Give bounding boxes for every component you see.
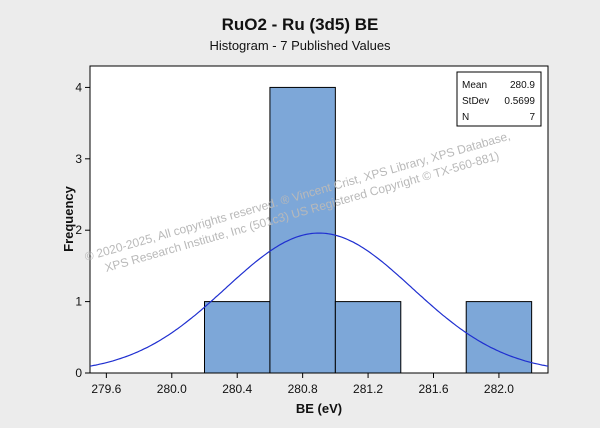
normal-fit-curve (89, 232, 549, 367)
y-tick-label-3: 3 (75, 152, 82, 166)
y-tick-label-0: 0 (75, 366, 82, 380)
y-axis-title: Frequency (61, 185, 76, 252)
x-tick-label-1: 280.0 (157, 382, 187, 396)
x-axis-ticks: 279.6 280.0 280.4 280.8 281.2 281.6 282.0 (91, 373, 514, 396)
stat-n-label: N (462, 112, 469, 123)
stat-stdev-label: StDev (462, 96, 489, 107)
x-tick-label-4: 281.2 (353, 382, 383, 396)
stat-mean-value: 280.9 (510, 80, 535, 91)
x-tick-label-6: 282.0 (484, 382, 514, 396)
x-tick-label-2: 280.4 (222, 382, 252, 396)
y-tick-label-4: 4 (75, 80, 82, 94)
y-tick-label-1: 1 (75, 295, 82, 309)
histogram-bar-0 (204, 301, 271, 374)
histogram-bars (204, 86, 533, 374)
stat-mean-label: Mean (462, 80, 487, 91)
fit-curve-layer (89, 232, 549, 367)
chart-title: RuO2 - Ru (3d5) BE (222, 15, 379, 34)
x-tick-label-5: 281.6 (418, 382, 448, 396)
x-axis-title: BE (eV) (296, 401, 342, 416)
y-axis-ticks: 0 1 2 3 4 (75, 80, 90, 380)
histogram-bar-2 (334, 301, 402, 374)
histogram-bar-3 (465, 301, 533, 374)
histogram-bar-1 (269, 86, 336, 374)
x-tick-label-3: 280.8 (288, 382, 318, 396)
stats-legend: Mean 280.9 StDev 0.5699 N 7 (456, 71, 542, 127)
y-tick-label-2: 2 (75, 223, 82, 237)
chart-subtitle: Histogram - 7 Published Values (209, 38, 391, 53)
x-tick-label-0: 279.6 (91, 382, 121, 396)
stat-n-value: 7 (529, 112, 535, 123)
stats-legend-box (456, 71, 542, 127)
stat-stdev-value: 0.5699 (504, 96, 535, 107)
